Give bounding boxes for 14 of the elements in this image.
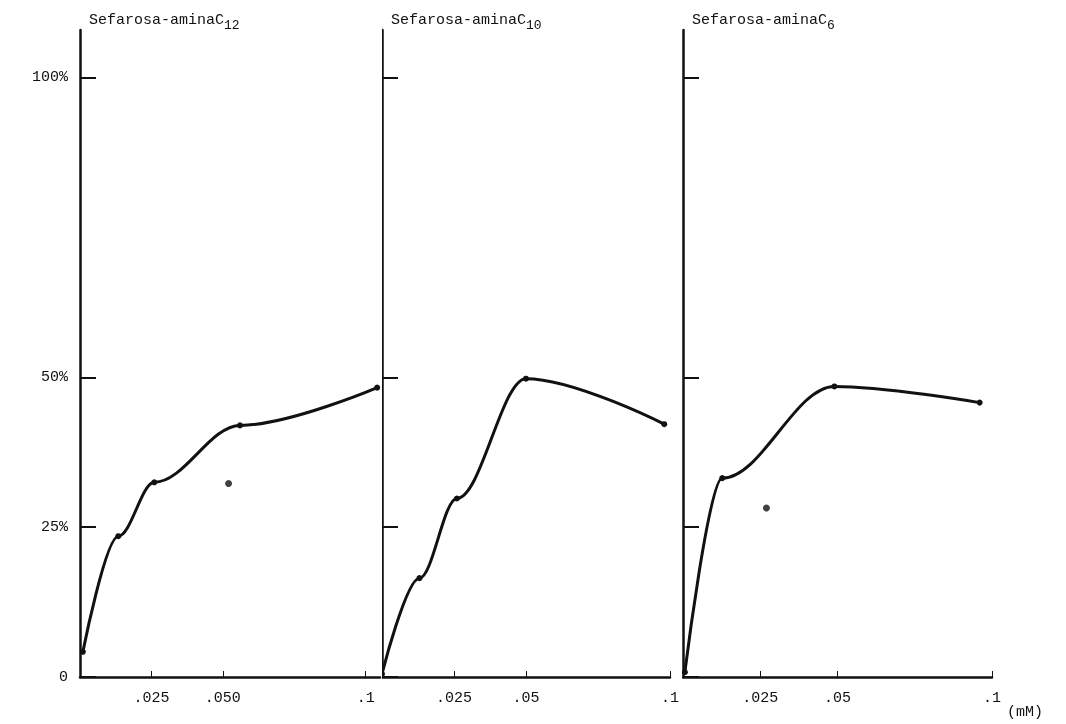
x-tick-label: .1 — [982, 690, 1002, 707]
x-tick-label: .050 — [204, 690, 241, 707]
y-tick-label: 100% — [31, 69, 69, 87]
x-tick-label: .025 — [133, 690, 170, 707]
x-tick-label: .1 — [660, 690, 680, 707]
x-tick-label: .05 — [823, 690, 852, 707]
x-tick-label: .1 — [356, 690, 375, 707]
y-tick-label: 50% — [40, 368, 69, 386]
y-tick-label: 25% — [40, 518, 69, 536]
x-axis-title: (mM) — [1006, 704, 1043, 721]
x-tick-label: .025 — [435, 690, 473, 707]
y-tick-label: 0 — [58, 668, 68, 686]
x-tick-label: .05 — [512, 690, 540, 707]
x-tick-label: .025 — [742, 690, 779, 707]
